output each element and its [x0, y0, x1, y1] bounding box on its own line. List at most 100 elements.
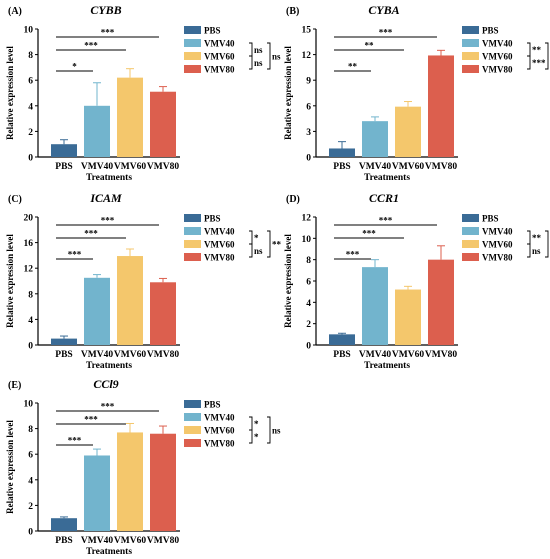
- y-axis-label: Relative expression level: [283, 234, 293, 328]
- y-tick-label: 12: [302, 51, 312, 61]
- legend-label: VMV80: [204, 253, 235, 263]
- y-tick-label: 0: [306, 154, 311, 164]
- legend-bracket: [249, 429, 253, 444]
- legend-bracket-label: ns: [254, 58, 263, 68]
- legend-bracket-label: *: [254, 432, 259, 442]
- legend-bracket: [249, 243, 253, 258]
- x-tick-label: VMV80: [425, 350, 457, 360]
- legend-bracket: [527, 243, 531, 258]
- panel-label: (B): [286, 6, 299, 17]
- y-tick-label: 6: [28, 77, 33, 87]
- chart-title: ICAM: [89, 191, 122, 205]
- y-tick-label: 6: [306, 278, 311, 288]
- y-tick-label: 8: [28, 290, 33, 300]
- bar-vmv80: [150, 282, 176, 345]
- x-tick-label: VMV40: [81, 350, 113, 360]
- legend-swatch-pbs: [184, 26, 201, 34]
- x-axis-label: Treatments: [86, 547, 132, 557]
- legend-bracket-label: **: [532, 233, 542, 243]
- x-tick-label: VMV80: [147, 162, 179, 172]
- y-axis-label: Relative expression level: [5, 234, 15, 328]
- y-axis-label: Relative expression level: [5, 46, 15, 140]
- legend-bracket: [249, 42, 253, 57]
- legend-bracket: [267, 42, 271, 70]
- bar-vmv40: [84, 455, 110, 531]
- legend-bracket: [527, 230, 531, 245]
- y-tick-label: 8: [28, 425, 33, 435]
- significance-label: ***: [379, 28, 393, 38]
- legend-swatch-vmv60: [184, 426, 201, 434]
- significance-label: ***: [362, 229, 376, 239]
- chart-panel-d: (D) CCR1 0 2 4 6 8 10 12 Relative expression leve…: [283, 191, 549, 371]
- bar-vmv80: [428, 55, 454, 157]
- legend-label: PBS: [482, 214, 499, 224]
- legend-swatch-pbs: [184, 400, 201, 408]
- legend-bracket-label: ***: [532, 58, 546, 68]
- x-tick-label: PBS: [55, 350, 72, 360]
- bar-vmv40: [84, 277, 110, 345]
- y-tick-label: 12: [24, 265, 34, 275]
- legend-swatch-vmv80: [462, 253, 479, 261]
- x-tick-label: PBS: [55, 162, 72, 172]
- legend-swatch-vmv60: [184, 240, 201, 248]
- legend-bracket-label: ns: [532, 246, 541, 256]
- legend-label: VMV40: [482, 227, 513, 237]
- y-tick-label: 2: [28, 128, 33, 138]
- legend-bracket: [249, 55, 253, 70]
- significance-label: **: [365, 41, 375, 51]
- y-tick-label: 8: [306, 256, 311, 266]
- x-tick-label: VMV80: [425, 162, 457, 172]
- legend-label: PBS: [204, 214, 221, 224]
- x-tick-label: PBS: [333, 162, 350, 172]
- legend-label: PBS: [204, 400, 221, 410]
- x-axis-label: Treatments: [364, 173, 410, 183]
- legend-bracket: [249, 416, 253, 431]
- legend-swatch-vmv40: [184, 413, 201, 421]
- y-tick-label: 6: [28, 451, 33, 461]
- x-tick-label: VMV80: [147, 350, 179, 360]
- significance-label: ***: [84, 41, 98, 51]
- significance-label: ***: [101, 216, 115, 226]
- legend-bracket: [545, 230, 549, 258]
- panel-label: (C): [8, 194, 22, 205]
- legend-swatch-vmv40: [184, 227, 201, 235]
- legend-swatch-vmv80: [184, 65, 201, 73]
- panel-label: (D): [286, 194, 300, 205]
- x-tick-label: VMV40: [81, 536, 113, 546]
- legend-swatch-vmv40: [462, 227, 479, 235]
- significance-label: **: [348, 62, 358, 72]
- panel-label: (A): [8, 6, 22, 17]
- bar-vmv60: [117, 256, 143, 345]
- y-tick-label: 16: [24, 239, 34, 249]
- legend-label: VMV80: [482, 65, 513, 75]
- legend-swatch-vmv40: [184, 39, 201, 47]
- legend-bracket: [267, 416, 271, 444]
- y-tick-label: 9: [306, 77, 311, 87]
- legend-label: VMV40: [204, 413, 235, 423]
- significance-label: ***: [68, 250, 82, 260]
- x-tick-label: VMV40: [359, 162, 391, 172]
- legend-label: VMV60: [482, 240, 513, 250]
- legend-swatch-vmv60: [184, 52, 201, 60]
- y-tick-label: 4: [306, 299, 311, 309]
- legend-bracket: [527, 42, 531, 57]
- y-tick-label: 4: [28, 476, 33, 486]
- panel-label: (E): [8, 380, 21, 391]
- y-tick-label: 3: [306, 128, 311, 138]
- bar-vmv80: [428, 259, 454, 345]
- chart-panel-b: (B) CYBA 0 3 6 9 12 15 Relative expression level…: [283, 3, 549, 183]
- bar-vmv40: [362, 121, 388, 157]
- bar-vmv40: [84, 105, 110, 157]
- legend-swatch-pbs: [462, 214, 479, 222]
- legend-swatch-vmv40: [462, 39, 479, 47]
- bar-vmv60: [117, 77, 143, 157]
- significance-label: ***: [68, 436, 82, 446]
- bar-vmv60: [395, 289, 421, 345]
- legend-bracket: [527, 55, 531, 70]
- y-tick-label: 15: [302, 26, 312, 36]
- y-tick-label: 0: [28, 154, 33, 164]
- legend-bracket-label: ns: [272, 426, 281, 436]
- legend-bracket-label: *: [254, 419, 259, 429]
- chart-title: CCR1: [369, 191, 399, 205]
- legend-label: VMV40: [204, 227, 235, 237]
